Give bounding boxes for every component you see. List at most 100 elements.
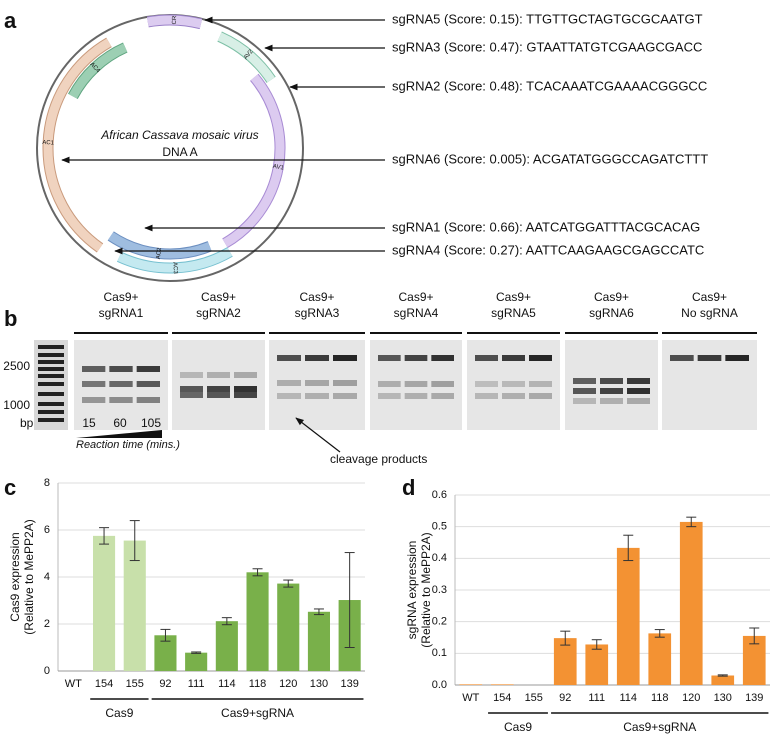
gel (172, 340, 265, 430)
time-wedge (76, 430, 162, 438)
gel-band (502, 381, 525, 387)
bar (585, 644, 609, 685)
x-tick-label: 139 (745, 692, 763, 704)
y-tick-label: 0.6 (432, 489, 447, 501)
gel-band (725, 355, 749, 361)
gel-header: sgRNA5 (491, 306, 536, 320)
gel-band (333, 380, 357, 386)
sgrna-label: sgRNA4 (Score: 0.27): AATTCAAGAAGCGAGCCA… (392, 242, 704, 257)
bar (246, 572, 269, 671)
y-tick-label: 6 (44, 524, 50, 536)
bar (277, 583, 300, 671)
x-tick-label: 92 (559, 692, 571, 704)
sgrna-label: sgRNA1 (Score: 0.66): AATCATGGATTTACGCAC… (392, 219, 700, 234)
gel-band (180, 372, 203, 378)
bar (92, 535, 116, 671)
bar (616, 547, 640, 685)
gel-band (109, 381, 133, 387)
gel-band (180, 386, 203, 392)
ladder-band (38, 360, 64, 364)
y-axis-label: Cas9 expression (8, 532, 22, 621)
x-tick-label: 92 (159, 678, 171, 690)
gel-header: Cas9+ (299, 290, 334, 304)
gel-band (697, 355, 722, 361)
gene-label: AC1 (42, 140, 55, 147)
gel-band (431, 381, 454, 387)
error-bar (313, 608, 324, 616)
gel-header: Cas9+ (496, 290, 531, 304)
gel-band (600, 388, 623, 394)
y-tick-label: 8 (44, 477, 50, 489)
ladder-band (38, 382, 64, 386)
y-tick-label: 0.3 (432, 584, 447, 596)
gel-band (333, 393, 357, 399)
x-tick-label: 130 (714, 692, 732, 704)
y-tick-label: 4 (44, 571, 50, 583)
ladder-band (38, 392, 64, 396)
bar (553, 638, 577, 685)
error-bar (283, 579, 294, 588)
gel-header: Cas9+ (398, 290, 433, 304)
gel-band (305, 355, 329, 361)
gel-header: sgRNA3 (295, 306, 340, 320)
gene-label: CR (172, 15, 178, 25)
error-bar (252, 568, 263, 577)
gene-arc (68, 43, 128, 99)
gel-band (82, 366, 106, 372)
x-tick-label: 114 (619, 692, 637, 704)
error-bar (591, 639, 602, 650)
x-tick-label: 130 (310, 678, 328, 690)
virus-name: African Cassava mosaic virus (100, 128, 258, 142)
ladder-band (38, 402, 64, 406)
gel-header: No sgRNA (681, 306, 738, 320)
y-tick-label: 0.1 (432, 647, 447, 659)
gel-band (404, 381, 428, 387)
gel-band (431, 355, 454, 361)
gel-header: Cas9+ (594, 290, 629, 304)
gel-band (573, 388, 596, 394)
error-bar (686, 516, 697, 528)
gene-label: AC3 (171, 262, 178, 275)
sgrna-label: sgRNA3 (Score: 0.47): GTAATTATGTCGAAGCGA… (392, 39, 702, 54)
gel (662, 340, 757, 430)
bar (490, 684, 514, 685)
gel-band (305, 393, 329, 399)
gel-band (529, 381, 552, 387)
error-bar (623, 534, 634, 562)
bar (679, 521, 703, 685)
gel-band (109, 366, 133, 372)
gel-band (333, 355, 357, 361)
gel-band (404, 355, 428, 361)
gel-band (277, 393, 301, 399)
gel-header: sgRNA1 (99, 306, 144, 320)
gene-arc (217, 32, 275, 83)
x-tick-label: WT (65, 678, 82, 690)
gene-arc (108, 232, 212, 259)
error-bar (191, 651, 202, 654)
panel-label: a (4, 8, 17, 33)
gel-band (82, 397, 106, 403)
gel-band (475, 355, 498, 361)
gel-band (573, 378, 596, 384)
error-bar (717, 674, 728, 677)
gel-band (475, 381, 498, 387)
gel-band (627, 378, 650, 384)
error-bar (344, 552, 355, 648)
bar (742, 635, 766, 685)
gel-band (529, 355, 552, 361)
gel-band (475, 393, 498, 399)
gel-band (573, 398, 596, 404)
ladder-label: 1000 (3, 398, 30, 412)
gel-band (277, 380, 301, 386)
y-tick-label: 2 (44, 618, 50, 630)
gel-band (378, 355, 401, 361)
x-tick-label: 111 (188, 678, 205, 690)
gel-band (180, 392, 203, 398)
y-tick-label: 0.5 (432, 521, 447, 533)
group-label: Cas9+sgRNA (623, 720, 696, 734)
gel-header: sgRNA4 (394, 306, 439, 320)
gel-band (502, 393, 525, 399)
error-bar (160, 628, 171, 642)
ladder-band (38, 353, 64, 357)
